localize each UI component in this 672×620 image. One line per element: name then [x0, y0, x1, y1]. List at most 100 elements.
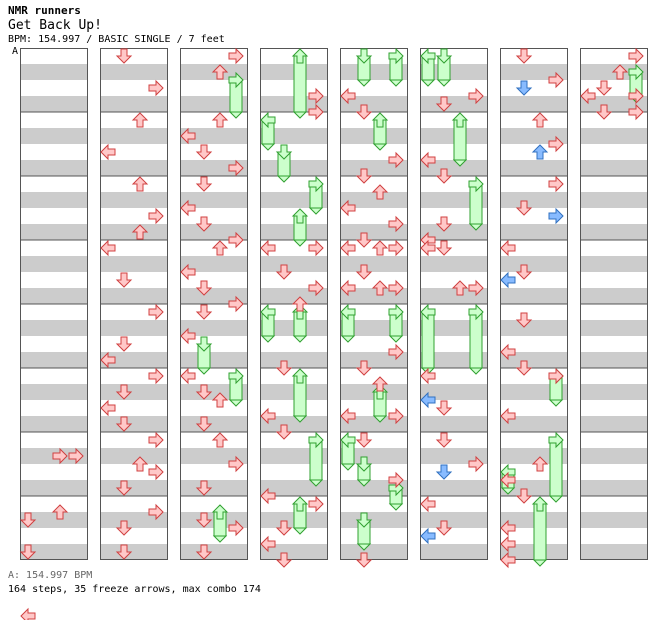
right-arrow-icon — [308, 103, 324, 121]
beat-stripe — [500, 224, 568, 240]
right-arrow-icon — [388, 343, 404, 361]
beat-stripe — [260, 256, 328, 272]
beat-stripe — [100, 320, 168, 336]
freeze-head — [291, 48, 309, 64]
left-arrow-icon — [20, 607, 36, 620]
right-arrow-icon — [52, 447, 68, 465]
right-arrow-icon — [308, 87, 324, 105]
beat-stripe — [100, 256, 168, 272]
down-arrow-icon — [515, 80, 533, 96]
freeze-arrow — [308, 431, 324, 487]
freeze-head — [291, 208, 309, 224]
down-arrow-icon — [195, 480, 213, 496]
up-arrow-icon — [211, 112, 229, 128]
down-arrow-icon — [115, 480, 133, 496]
right-arrow-icon — [148, 367, 164, 385]
chart-column-1 — [19, 48, 88, 620]
left-arrow-icon — [420, 151, 436, 169]
freeze-tail — [292, 335, 308, 343]
beat-stripe — [100, 160, 168, 176]
freeze-tail — [308, 207, 324, 215]
chart-column-3 — [180, 47, 248, 560]
freeze-tail — [452, 159, 468, 167]
freeze-arrow — [260, 111, 276, 151]
left-arrow-icon — [420, 239, 436, 257]
beat-stripe — [500, 288, 568, 304]
beat-stripe — [500, 128, 568, 144]
up-arrow-icon — [211, 64, 229, 80]
freeze-arrow — [388, 303, 404, 343]
beat-stripe — [20, 320, 88, 336]
artist-name: NMR runners — [8, 4, 81, 17]
beat-stripe — [180, 320, 248, 336]
freeze-arrow — [388, 479, 404, 511]
freeze-head — [355, 512, 373, 528]
beat-stripe — [100, 192, 168, 208]
bpm-legend: A: 154.997 BPM — [8, 570, 93, 581]
beat-stripe — [340, 416, 408, 432]
beat-stripe — [580, 512, 648, 528]
beat-stripe — [20, 352, 88, 368]
freeze-arrow — [228, 71, 244, 119]
up-arrow-icon — [131, 112, 149, 128]
beat-stripe — [180, 480, 248, 496]
beat-stripe — [340, 192, 408, 208]
left-arrow-icon — [180, 199, 196, 217]
freeze-head — [435, 48, 453, 64]
freeze-tail — [340, 463, 356, 471]
freeze-tail — [260, 335, 276, 343]
up-arrow-icon — [211, 240, 229, 256]
freeze-body — [469, 311, 483, 369]
right-arrow-icon — [468, 87, 484, 105]
up-arrow-icon — [371, 376, 389, 392]
beat-stripe — [500, 192, 568, 208]
beat-stripe — [20, 480, 88, 496]
down-arrow-icon — [275, 424, 293, 440]
freeze-head — [260, 111, 276, 129]
freeze-head — [291, 496, 309, 512]
freeze-head — [388, 303, 404, 321]
beat-stripe — [420, 160, 488, 176]
beat-stripe — [420, 448, 488, 464]
down-arrow-icon — [275, 520, 293, 536]
down-arrow-icon — [435, 464, 453, 480]
beat-stripe — [180, 256, 248, 272]
right-arrow-icon — [388, 151, 404, 169]
beat-stripe — [420, 512, 488, 528]
left-arrow-icon — [100, 239, 116, 257]
down-arrow-icon — [435, 240, 453, 256]
freeze-tail — [340, 335, 356, 343]
freeze-tail — [468, 223, 484, 231]
left-arrow-icon — [420, 391, 436, 409]
freeze-tail — [548, 399, 564, 407]
left-arrow-icon — [500, 239, 516, 257]
beat-stripe — [340, 288, 408, 304]
bpm-marker-label: A — [12, 46, 19, 57]
freeze-tail — [532, 559, 548, 567]
right-arrow-icon — [468, 455, 484, 473]
freeze-tail — [212, 535, 228, 543]
down-arrow-icon — [115, 544, 133, 560]
freeze-tail — [196, 367, 212, 375]
freeze-arrow — [548, 431, 564, 503]
left-arrow-icon — [340, 239, 356, 257]
up-arrow-icon — [611, 64, 629, 80]
freeze-arrow — [355, 512, 373, 551]
down-arrow-icon — [195, 512, 213, 528]
down-arrow-icon — [355, 232, 373, 248]
down-arrow-icon — [595, 80, 613, 96]
beat-stripe — [20, 384, 88, 400]
left-arrow-icon — [340, 279, 356, 297]
up-arrow-icon — [531, 144, 549, 160]
beat-stripe — [500, 256, 568, 272]
left-arrow-icon — [500, 407, 516, 425]
freeze-arrow — [420, 303, 436, 375]
down-arrow-icon — [435, 520, 453, 536]
right-arrow-icon — [308, 495, 324, 513]
freeze-arrow — [355, 48, 373, 87]
beat-stripe — [500, 416, 568, 432]
beat-stripe — [20, 288, 88, 304]
freeze-body — [293, 55, 307, 113]
freeze-tail — [388, 79, 404, 87]
